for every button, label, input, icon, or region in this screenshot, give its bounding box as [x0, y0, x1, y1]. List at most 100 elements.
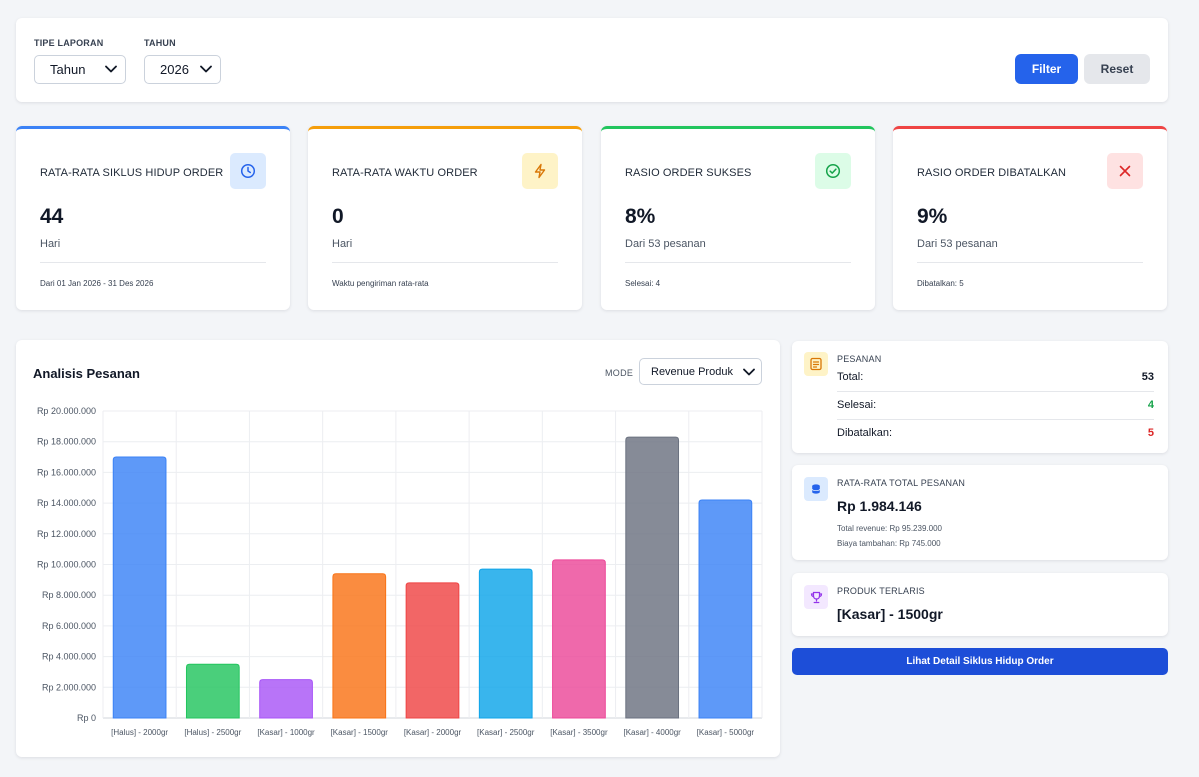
card-cancel-ratio: RASIO ORDER DIBATALKAN 9% Dari 53 pesana… — [893, 126, 1167, 310]
orders-cancel-value: 5 — [1147, 427, 1154, 439]
card-subtitle: Dari 53 pesanan — [917, 238, 998, 250]
chevron-down-icon — [743, 368, 755, 376]
revenue-bar-chart: Rp 0 Rp 2.000.000 Rp 4.000.000 Rp 6.000.000… — [37, 406, 763, 737]
report-type-group: TIPE LAPORAN Tahun — [34, 38, 126, 84]
y-tick-label: Rp 2.000.000 — [42, 682, 96, 692]
x-tick-label: [Kasar] - 2000gr — [404, 728, 462, 737]
orders-summary-panel: PESANAN Total: 53 Selesai: 4 Dibatalkan:… — [792, 341, 1168, 453]
top-product-value: [Kasar] - 1500gr — [837, 606, 943, 622]
divider — [917, 262, 1143, 263]
divider — [40, 262, 266, 263]
y-tick-label: Rp 6.000.000 — [42, 621, 96, 631]
filter-button[interactable]: Filter — [1015, 54, 1078, 84]
chart-bar — [112, 456, 167, 719]
avg-total-panel: RATA-RATA TOTAL PESANAN Rp 1.984.146 Tot… — [792, 465, 1168, 560]
filter-bar: TIPE LAPORAN Tahun TAHUN 2026 Filter Res… — [16, 18, 1168, 102]
divider — [837, 391, 1154, 392]
extra-fee-text: Biaya tambahan: Rp 745.000 — [837, 539, 941, 548]
card-footer: Waktu pengiriman rata-rata — [332, 279, 429, 288]
x-tick-label: [Kasar] - 5000gr — [697, 728, 755, 737]
x-tick-label: [Kasar] - 4000gr — [623, 728, 681, 737]
y-tick-label: Rp 10.000.000 — [37, 560, 96, 570]
x-tick-label: [Kasar] - 2500gr — [477, 728, 535, 737]
year-group: TAHUN 2026 — [144, 38, 221, 84]
x-tick-label: [Halus] - 2000gr — [111, 728, 168, 737]
lightning-icon — [522, 153, 558, 189]
x-tick-label: [Kasar] - 3500gr — [550, 728, 608, 737]
orders-title: PESANAN — [837, 354, 882, 364]
card-value: 0 — [332, 205, 344, 228]
reset-button[interactable]: Reset — [1084, 54, 1150, 84]
chart-bar — [185, 663, 240, 719]
orders-total-label: Total: — [837, 371, 864, 383]
lifecycle-detail-button[interactable]: Lihat Detail Siklus Hidup Order — [792, 648, 1168, 675]
trophy-icon — [804, 585, 828, 609]
x-tick-label: [Kasar] - 1500gr — [331, 728, 389, 737]
order-analysis-panel: Analisis Pesanan MODE Revenue Produk Rp … — [16, 340, 780, 757]
card-value: 44 — [40, 205, 64, 228]
card-subtitle: Hari — [40, 238, 61, 250]
orders-total-row: Total: 53 — [837, 363, 1154, 391]
chart-bar — [405, 582, 460, 719]
year-label: TAHUN — [144, 38, 176, 48]
year-select[interactable]: 2026 — [144, 55, 221, 84]
top-product-title: PRODUK TERLARIS — [837, 586, 925, 596]
card-footer: Dari 01 Jan 2026 - 31 Des 2026 — [40, 279, 154, 288]
chart-title: Analisis Pesanan — [33, 366, 140, 381]
avg-total-value: Rp 1.984.146 — [837, 498, 922, 514]
card-subtitle: Dari 53 pesanan — [625, 238, 706, 250]
avg-total-title: RATA-RATA TOTAL PESANAN — [837, 478, 966, 488]
card-value: 8% — [625, 205, 656, 228]
chevron-down-icon — [105, 65, 117, 73]
y-tick-label: Rp 14.000.000 — [37, 498, 96, 508]
y-tick-label: Rp 4.000.000 — [42, 652, 96, 662]
chart-bar — [698, 499, 753, 719]
divider — [625, 262, 851, 263]
chart-bar — [478, 568, 533, 719]
card-title: RASIO ORDER SUKSES — [625, 167, 752, 179]
database-icon — [804, 477, 828, 501]
divider — [332, 262, 558, 263]
orders-cancel-row: Dibatalkan: 5 — [837, 419, 1154, 447]
card-subtitle: Hari — [332, 238, 353, 250]
check-circle-icon — [815, 153, 851, 189]
chart-bar — [625, 436, 680, 719]
report-type-label: TIPE LAPORAN — [34, 38, 104, 48]
card-footer: Dibatalkan: 5 — [917, 279, 964, 288]
orders-cancel-label: Dibatalkan: — [837, 427, 893, 439]
chevron-down-icon — [200, 65, 212, 73]
card-order-time: RATA-RATA WAKTU ORDER 0 Hari Waktu pengi… — [308, 126, 582, 310]
chart-bar — [259, 679, 313, 719]
card-value: 9% — [917, 205, 948, 228]
year-value: 2026 — [160, 62, 189, 77]
mode-value: Revenue Produk — [651, 365, 733, 378]
divider — [837, 419, 1154, 420]
y-tick-label: Rp 12.000.000 — [37, 529, 96, 539]
orders-total-value: 53 — [1141, 371, 1154, 383]
chart-bar — [332, 573, 387, 719]
card-footer: Selesai: 4 — [625, 279, 661, 288]
mode-label: MODE — [605, 368, 634, 378]
y-tick-label: Rp 20.000.000 — [37, 406, 96, 416]
y-tick-label: Rp 16.000.000 — [37, 467, 96, 477]
report-type-value: Tahun — [50, 62, 86, 77]
orders-done-row: Selesai: 4 — [837, 391, 1154, 419]
y-tick-label: Rp 8.000.000 — [42, 590, 96, 600]
x-tick-label: [Kasar] - 1000gr — [257, 728, 315, 737]
card-success-ratio: RASIO ORDER SUKSES 8% Dari 53 pesanan Se… — [601, 126, 875, 310]
card-title: RATA-RATA SIKLUS HIDUP ORDER — [40, 167, 224, 179]
y-tick-label: Rp 0 — [77, 713, 96, 723]
clock-icon — [230, 153, 266, 189]
total-revenue-text: Total revenue: Rp 95.239.000 — [837, 524, 942, 533]
card-order-lifecycle: RATA-RATA SIKLUS HIDUP ORDER 44 Hari Dar… — [16, 126, 290, 310]
chart-bar — [552, 559, 606, 719]
mode-select[interactable]: Revenue Produk — [639, 358, 762, 385]
report-type-select[interactable]: Tahun — [34, 55, 126, 84]
top-product-panel: PRODUK TERLARIS [Kasar] - 1500gr — [792, 573, 1168, 636]
document-list-icon — [804, 352, 828, 376]
orders-done-value: 4 — [1147, 399, 1154, 411]
orders-done-label: Selesai: — [837, 399, 877, 411]
card-title: RASIO ORDER DIBATALKAN — [917, 167, 1067, 179]
x-tick-label: [Halus] - 2500gr — [184, 728, 241, 737]
y-tick-label: Rp 18.000.000 — [37, 437, 96, 447]
